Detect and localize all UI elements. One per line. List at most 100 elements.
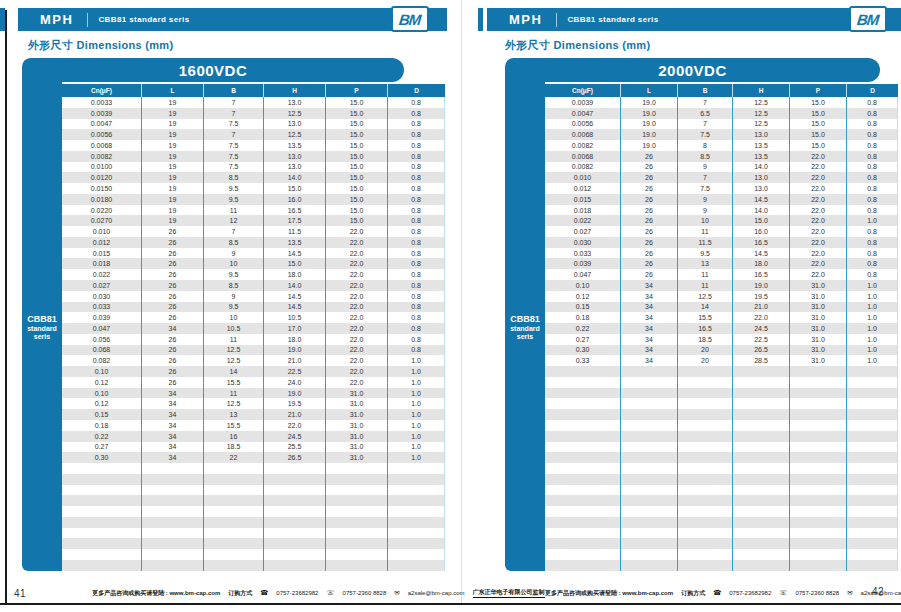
table-cell: 19: [142, 140, 204, 151]
table-cell: [264, 506, 326, 517]
table-cell: 1.0: [847, 345, 898, 356]
table-cell: [847, 420, 898, 431]
table-cell: 13.5: [733, 140, 790, 151]
table-cell: 15.0: [326, 97, 388, 108]
table-cell: 15.0: [264, 258, 326, 269]
col-header-p: P: [790, 84, 847, 97]
table-cell: 10: [678, 215, 733, 226]
table-cell: 19.0: [264, 345, 326, 356]
table-cell: 31.0: [790, 334, 847, 345]
table-cell: [847, 517, 898, 528]
table-row: 0.008226914.022.00.8: [545, 162, 898, 173]
table-row-empty: [62, 463, 445, 474]
table-cell: 20: [678, 355, 733, 366]
table-cell: 22.0: [790, 226, 847, 237]
series-name: CBB81 standard seris: [98, 15, 189, 24]
table-cell: 15.0: [790, 140, 847, 151]
table-cell: 22.0: [326, 248, 388, 259]
table-cell: 26: [142, 248, 204, 259]
table-cell: 8.5: [678, 151, 733, 162]
table-cell: 0.8: [388, 151, 445, 162]
left-edge-accent: [0, 8, 5, 31]
table-cell: [621, 485, 678, 496]
table-cell: 19.5: [733, 291, 790, 302]
table-cell: 19.5: [264, 398, 326, 409]
table-row: 0.056261118.022.00.8: [62, 334, 445, 345]
table-cell: 22: [204, 452, 264, 463]
table-cell: 0.0220: [62, 205, 142, 216]
table-cell: [621, 517, 678, 528]
table-row-empty: [62, 517, 445, 528]
table-cell: 9: [678, 205, 733, 216]
bm-logo-text: BM: [856, 11, 879, 28]
table-cell: [790, 409, 847, 420]
table-row-empty: [545, 463, 898, 474]
table-cell: 26: [621, 172, 678, 183]
table-cell: [204, 549, 264, 560]
table-cell: 31.0: [326, 409, 388, 420]
table-cell: 12.5: [264, 129, 326, 140]
table-cell: 15.0: [326, 119, 388, 130]
table-row: 0.003319713.015.00.8: [62, 97, 445, 108]
table-cell: 0.22: [62, 431, 142, 442]
header-bar-right: MPH CBB81 standard seris BM: [487, 8, 901, 31]
table-cell: 0.022: [62, 269, 142, 280]
section-title-right: 外形尺寸 Dimensions (mm): [505, 38, 650, 53]
table-cell: 16.0: [733, 226, 790, 237]
table-cell: 0.8: [847, 205, 898, 216]
table-cell: 0.030: [62, 291, 142, 302]
section-title-left: 外形尺寸 Dimensions (mm): [28, 38, 173, 53]
table-cell: [678, 474, 733, 485]
table-cell: 22.0: [326, 323, 388, 334]
table-cell: 19: [142, 162, 204, 173]
col-header-l: L: [621, 84, 678, 97]
table-row: 0.0100197.513.015.00.8: [62, 162, 445, 173]
table-cell: 0.0150: [62, 183, 142, 194]
table-cell: 11.5: [678, 237, 733, 248]
table-cell: [678, 485, 733, 496]
table-cell: 19.0: [621, 119, 678, 130]
table-cell: [790, 528, 847, 539]
table-cell: [847, 398, 898, 409]
table-cell: 0.10: [545, 280, 621, 291]
table-cell: [142, 506, 204, 517]
table-cell: 15.0: [790, 119, 847, 130]
table-cell: 19.0: [264, 388, 326, 399]
table-cell: 34: [621, 355, 678, 366]
brand-name: MPH: [509, 12, 542, 27]
table-row: 0.027261116.022.00.8: [545, 226, 898, 237]
footer-phone1: 0757-23682982: [729, 590, 771, 596]
table-row: 0.0682612.519.022.00.8: [62, 345, 445, 356]
page-number-41: 41: [14, 588, 26, 599]
table-cell: [847, 442, 898, 453]
table-cell: 0.030: [545, 237, 621, 248]
footer-order-label: 订购方式: [228, 589, 252, 598]
table-row: 0.0473410.517.022.00.8: [62, 323, 445, 334]
table-cell: 22.0: [790, 151, 847, 162]
table-cell: 1.0: [388, 442, 445, 453]
table-cell: 0.12: [62, 398, 142, 409]
table-row-empty: [545, 398, 898, 409]
table-row: 0.0302611.516.522.00.8: [545, 237, 898, 248]
table-row: 0.005619712.515.00.8: [62, 129, 445, 140]
table-row: 0.15341321.031.01.0: [62, 409, 445, 420]
table-cell: [142, 560, 204, 571]
table-cell: 0.8: [847, 269, 898, 280]
table-cell: 9.5: [204, 302, 264, 313]
table-row-empty: [545, 431, 898, 442]
table-cell: 26: [621, 269, 678, 280]
table-row: 0.0270191217.515.00.8: [62, 215, 445, 226]
table-cell: 9: [678, 162, 733, 173]
table-row: 0.183415.522.031.01.0: [545, 312, 898, 323]
right-edge-accent: [478, 8, 483, 31]
table-row: 0.30342026.531.01.0: [545, 345, 898, 356]
table-cell: 15.5: [678, 312, 733, 323]
table-row: 0.005619.0712.515.00.8: [545, 119, 898, 130]
table-cell: 6.5: [678, 108, 733, 119]
table-cell: [847, 431, 898, 442]
col-header-l: L: [142, 84, 204, 97]
table-cell: 34: [142, 409, 204, 420]
table-cell: 0.0180: [62, 194, 142, 205]
table-cell: 0.8: [847, 162, 898, 173]
table-cell: 31.0: [790, 345, 847, 356]
